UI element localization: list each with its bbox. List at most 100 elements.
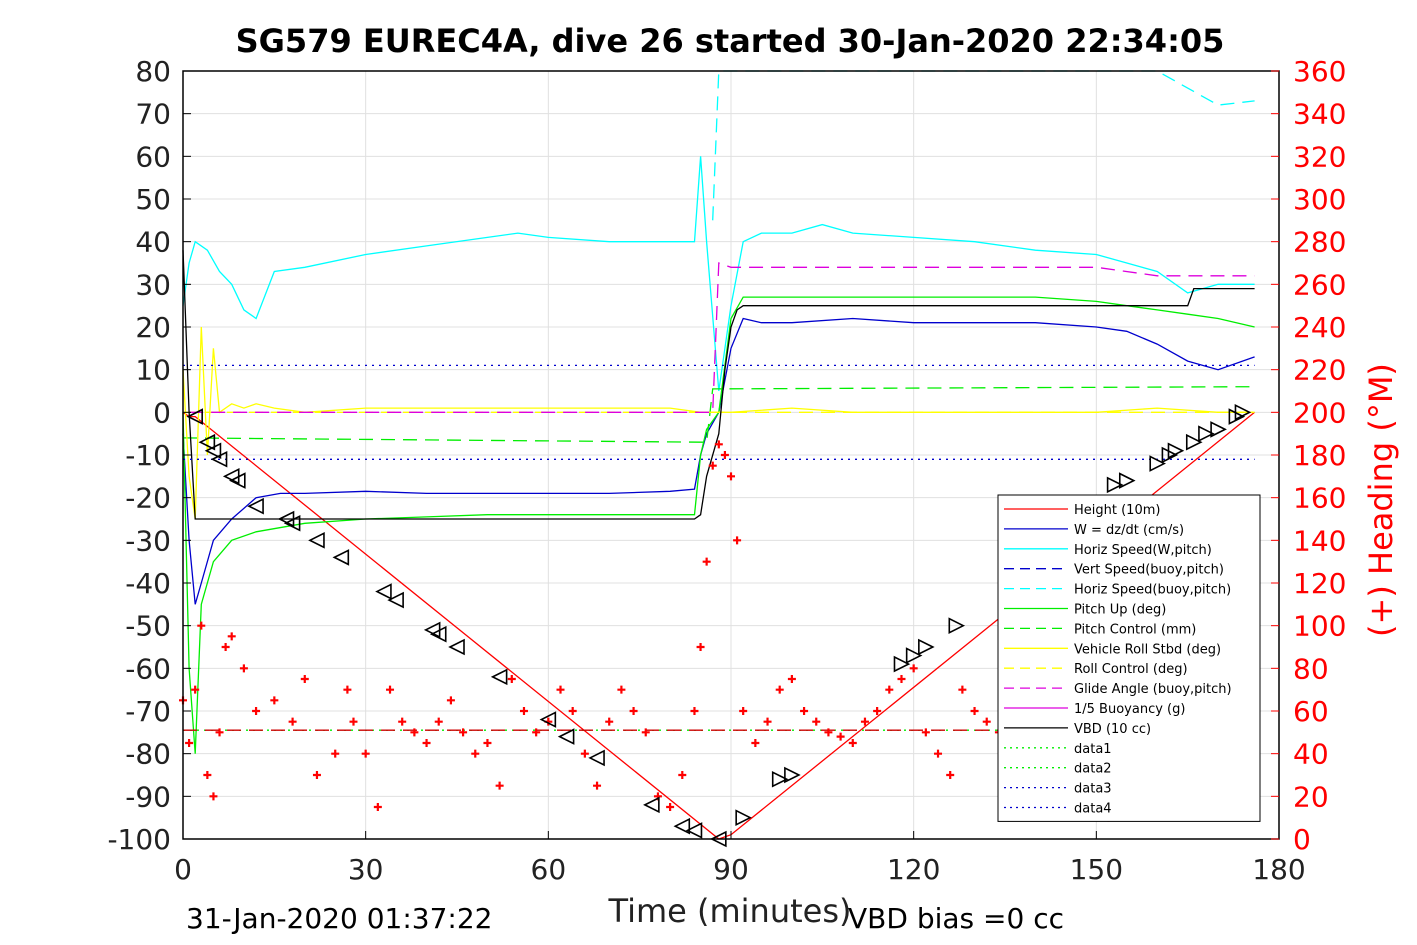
- series-line-pitch-up-deg: [182, 296, 1255, 754]
- triangle-marker: [1185, 433, 1203, 451]
- heading-point: [702, 557, 711, 566]
- heading-point: [720, 451, 729, 459]
- heading-point: [836, 732, 845, 741]
- heading-point: [708, 461, 717, 470]
- legend: Height (10m) W = dz/dt (cm/s) Horiz Speed(…: [997, 494, 1261, 822]
- y-left-tick-label: 10: [135, 354, 171, 387]
- series-line-pitch-control-mm: [182, 386, 1255, 443]
- triangle-marker: [186, 408, 203, 425]
- triangle-marker: [948, 617, 966, 634]
- heading-point: [714, 440, 723, 449]
- heading-point: [860, 717, 869, 726]
- heading-point: [239, 664, 248, 673]
- heading-point: [361, 749, 370, 758]
- y-left-tick-label: -60: [125, 652, 171, 685]
- heading-point: [921, 728, 930, 737]
- y-right-tick-label: 160: [1293, 482, 1346, 515]
- y-right-tick-label: 340: [1293, 98, 1346, 131]
- triangle-marker: [283, 514, 301, 532]
- heading-point: [763, 717, 772, 726]
- y-right-tick-label: 20: [1293, 780, 1329, 813]
- heading-point: [434, 717, 443, 726]
- triangle-marker: [229, 472, 246, 489]
- y-left-tick-label: 20: [135, 311, 171, 344]
- triangle-marker: [588, 749, 605, 767]
- chart-title: SG579 EUREC4A, dive 26 started 30-Jan-20…: [236, 22, 1225, 60]
- heading-point: [885, 685, 894, 694]
- legend-entry: Horiz Speed(W,pitch): [1074, 543, 1212, 558]
- y-left-tick-label: 40: [135, 226, 171, 259]
- y-right-tick-label: 140: [1293, 524, 1346, 557]
- heading-point: [751, 739, 760, 747]
- y-left-axis-ticks: -100-90-80-70-60-50-40-30-20-10010203040…: [107, 55, 191, 856]
- triangle-marker: [1149, 455, 1167, 472]
- y-right-axis-label: (+) Heading (°M): [1362, 363, 1400, 637]
- triangle-marker: [375, 583, 392, 600]
- heading-point: [331, 749, 340, 758]
- heading-point: [349, 717, 358, 726]
- triangle-marker: [1118, 472, 1136, 489]
- heading-point: [934, 749, 943, 758]
- y-left-tick-label: -30: [125, 524, 171, 557]
- x-tick-label: 60: [531, 853, 567, 886]
- triangle-marker: [308, 532, 325, 549]
- triangle-marker: [905, 647, 923, 664]
- y-right-tick-label: 0: [1293, 823, 1311, 856]
- triangle-marker: [1106, 476, 1124, 494]
- y-right-tick-label: 200: [1293, 396, 1346, 429]
- legend-entry: VBD (10 cc): [1074, 722, 1151, 737]
- y-left-tick-label: -20: [125, 482, 171, 515]
- heading-point: [221, 643, 230, 651]
- legend-entry: data3: [1074, 782, 1112, 797]
- x-tick-label: 30: [348, 853, 384, 886]
- triangle-marker: [685, 822, 703, 839]
- y-right-tick-label: 80: [1293, 652, 1329, 685]
- legend-entry: Glide Angle (buoy,pitch): [1074, 682, 1232, 697]
- heading-point: [982, 717, 991, 726]
- y-right-tick-label: 240: [1293, 311, 1346, 344]
- legend-entry: Height (10m): [1074, 503, 1160, 518]
- series-line-horiz-speed-w-pitch: [182, 156, 1255, 392]
- triangle-marker: [893, 655, 911, 673]
- heading-point: [483, 739, 492, 747]
- x-tick-label: 120: [887, 853, 940, 886]
- x-tick-label: 90: [713, 853, 749, 886]
- heading-point: [203, 771, 212, 779]
- triangle-marker: [784, 766, 801, 784]
- legend-entry: Pitch Up (deg): [1074, 603, 1166, 618]
- heading-point: [556, 685, 565, 694]
- y-right-tick-label: 100: [1293, 610, 1346, 643]
- heading-point: [787, 675, 796, 683]
- y-left-tick-label: -80: [125, 738, 171, 771]
- heading-point: [617, 685, 626, 694]
- triangle-marker: [1161, 446, 1179, 464]
- triangle-marker: [1198, 425, 1215, 442]
- legend-entry: data1: [1074, 742, 1112, 757]
- triangle-marker: [204, 442, 222, 460]
- heading-point: [252, 707, 261, 715]
- heading-point: [343, 685, 352, 694]
- legend-entry: data2: [1074, 762, 1112, 777]
- triangle-marker: [643, 796, 660, 814]
- legend-entry: data4: [1074, 802, 1112, 817]
- triangle-marker: [448, 638, 465, 656]
- heading-point: [848, 739, 857, 747]
- heading-point: [605, 717, 614, 726]
- triangle-marker: [1167, 442, 1185, 460]
- footer-timestamp: 31-Jan-2020 01:37:22: [186, 902, 492, 935]
- heading-point: [410, 728, 419, 737]
- heading-point: [495, 781, 504, 790]
- y-left-tick-label: -90: [125, 780, 171, 813]
- heading-point: [386, 685, 395, 694]
- triangle-marker: [387, 591, 404, 609]
- y-left-tick-label: -40: [125, 567, 171, 600]
- triangle-marker: [198, 433, 216, 451]
- triangle-marker: [210, 450, 228, 468]
- y-left-tick-label: -100: [107, 823, 171, 856]
- triangle-marker: [735, 809, 752, 826]
- heading-point: [580, 749, 589, 758]
- y-right-tick-label: 300: [1293, 183, 1346, 216]
- heading-point: [312, 771, 321, 779]
- heading-point: [507, 675, 516, 683]
